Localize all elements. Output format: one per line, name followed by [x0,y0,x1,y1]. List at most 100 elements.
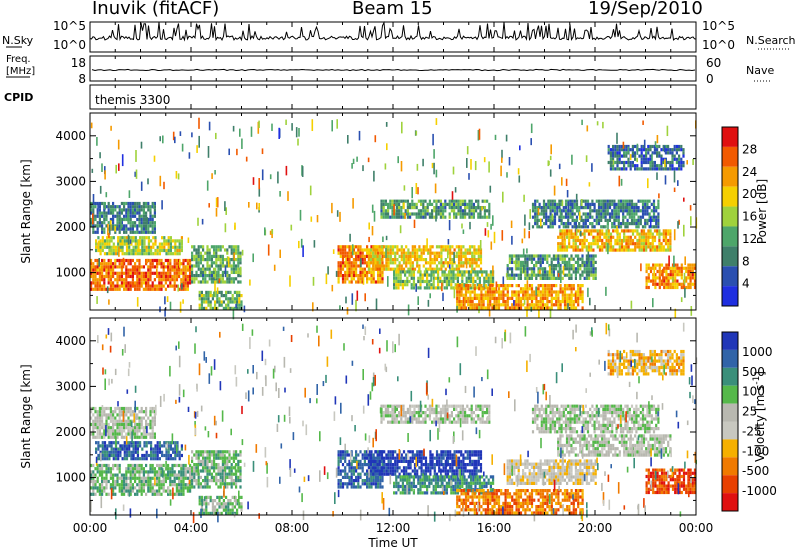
heatmap-cell [405,251,408,255]
heatmap-cell [178,479,181,484]
heatmap-cell [90,410,93,414]
heatmap-cell [92,429,95,433]
heatmap-cell [553,212,557,216]
heatmap-cell [186,258,189,263]
heatmap-cell [483,215,486,219]
heatmap-cell [617,206,620,210]
heatmap-cell [147,268,150,272]
heatmap-cell [169,242,172,246]
heatmap-cell [346,277,349,281]
heatmap-cell [99,242,102,246]
heatmap-cell [197,217,199,226]
heatmap-cell [398,248,401,252]
heatmap-cell [667,148,670,152]
heatmap-cell [366,251,369,255]
heatmap-cell [374,264,377,268]
heatmap-cell [235,264,238,268]
heatmap-cell [406,270,409,274]
heatmap-cell [118,422,121,427]
heatmap-cell [609,148,612,152]
heatmap-cell [658,279,661,283]
heatmap-cell [182,473,185,477]
heatmap-cell [653,160,656,165]
heatmap-cell [348,264,351,268]
heatmap-cell [422,258,425,262]
heatmap-cell [432,283,435,287]
heatmap-cell [123,278,126,282]
heatmap-cell [158,473,161,477]
heatmap-cell [379,251,382,255]
heatmap-cell [98,284,101,288]
heatmap-cell [579,238,582,243]
heatmap-cell [195,463,198,467]
heatmap-cell [429,267,432,271]
heatmap-cell [191,482,194,486]
heatmap-cell [653,151,656,155]
heatmap-cell [109,284,112,288]
heatmap-cell [494,134,497,141]
heatmap-cell [468,173,470,180]
heatmap-cell [239,128,241,137]
heatmap-cell [195,251,198,255]
heatmap-cell [175,278,178,282]
heatmap-cell [683,197,685,202]
heatmap-cell [359,280,362,284]
heatmap-cell [552,264,555,268]
heatmap-cell [147,470,150,474]
heatmap-cell [647,279,650,283]
heatmap-cell [602,215,605,219]
heatmap-cell [140,492,143,496]
heatmap-cell [537,270,540,274]
heatmap-cell [667,273,670,277]
heatmap-cell [125,211,128,215]
heatmap-cell [647,178,649,189]
heatmap-cell [593,206,596,210]
heatmap-cell [473,254,476,258]
heatmap-cell [142,205,145,209]
heatmap-cell [191,469,194,473]
heatmap-cell [341,274,345,278]
heatmap-cell [417,296,419,305]
heatmap-cell [435,169,438,178]
heatmap-cell [424,258,428,262]
heatmap-cell [651,238,654,243]
heatmap-cell [184,467,187,471]
heatmap-cell [147,236,150,240]
heatmap-cell [664,229,668,233]
heatmap-cell [454,286,457,290]
heatmap-cell [127,489,130,493]
heatmap-cell [559,290,562,294]
heatmap-cell [160,486,163,490]
heatmap-cell [171,268,174,272]
heatmap-cell [141,245,144,249]
heatmap-cell [675,167,678,171]
heatmap-cell [103,201,106,206]
heatmap-cell [505,273,508,278]
heatmap-cell [651,164,654,168]
heatmap-cell [359,254,362,258]
heatmap-cell [367,157,370,163]
heatmap-cell [216,294,219,298]
heatmap-cell [616,157,619,161]
heatmap-cell [581,248,584,252]
heatmap-cell [519,267,522,271]
heatmap-cell [344,274,347,278]
heatmap-cell [506,276,509,280]
heatmap-cell [519,290,523,294]
heatmap-cell [116,483,119,487]
heatmap-cell [200,297,203,301]
heatmap-cell [156,463,159,468]
heatmap-cell [138,201,141,206]
heatmap-cell [398,209,401,213]
heatmap-cell [612,154,615,158]
heatmap-cell [431,202,434,206]
heatmap-cell [538,212,541,216]
heatmap-cell [463,270,466,274]
heatmap-cell [180,453,183,458]
heatmap-cell [630,209,634,213]
heatmap-cell [132,236,135,240]
heatmap-cell [120,410,123,414]
heatmap-cell [572,232,575,236]
heatmap-cell [555,254,558,258]
heatmap-cell [339,261,342,265]
